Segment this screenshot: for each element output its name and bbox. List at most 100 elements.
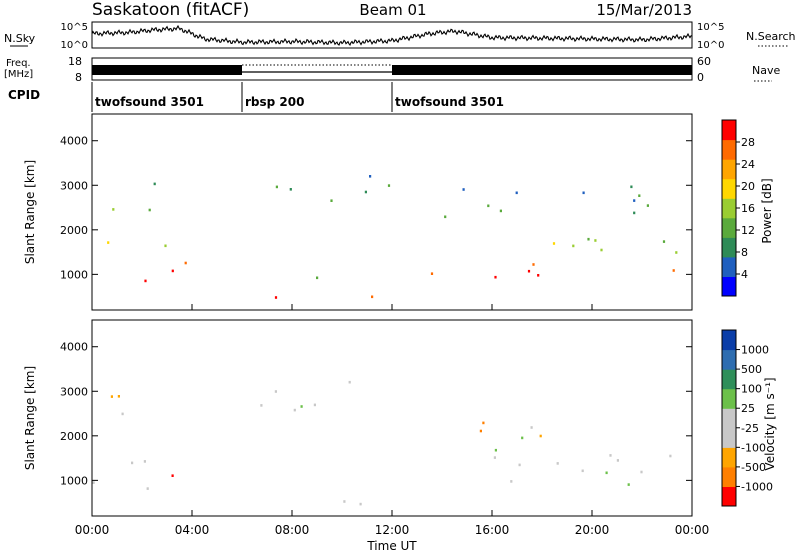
colorbar-swatch [722,388,736,409]
colorbar-tick-label: 25 [741,402,755,415]
heatmap-cell [184,261,187,265]
heatmap-cell [171,474,174,477]
heatmap-cell [143,460,146,463]
noise-sky-label: N.Sky [4,32,36,45]
heatmap-cell [110,395,113,398]
x-tick-label: 16:00 [475,523,510,537]
velocity-ylabel: Slant Range [km] [23,366,37,470]
heatmap-cell [462,188,465,191]
colorbar-tick-label: 4 [741,268,748,281]
colorbar-tick-label: 12 [741,224,755,237]
y-tick-label: 2000 [60,224,88,237]
heatmap-cell [117,395,120,398]
freq-tick-top: 18 [68,55,82,68]
colorbar-tick-label: 20 [741,180,755,193]
heatmap-cell [487,204,490,208]
heatmap-cell [330,199,333,202]
colorbar-swatch [722,237,736,258]
colorbar-tick-label: 100 [741,383,762,396]
heatmap-cell [153,182,156,186]
power-panel-frame [91,113,693,311]
heatmap-cell [300,405,303,408]
colorbar-swatch [722,447,736,468]
cpid-segments: twofsound 3501 rbsp 200 twofsound 3501 [91,82,504,112]
noise-tick-bottom: 10^0 [61,40,88,51]
noise-right-tick-top: 10^5 [697,22,724,33]
heatmap-cell [482,421,485,425]
nave-label: Nave [752,64,780,77]
colorbar-swatch [722,349,736,370]
colorbar-swatch [722,330,736,351]
velocity-colorbar: 1000 500 100 25 -25 -100 -500 -1000 [721,329,773,507]
colorbar-swatch [722,256,736,277]
heatmap-cell [537,274,540,277]
nave-tick-top: 60 [697,55,711,68]
y-tick-label: 3000 [60,385,88,398]
heatmap-cell [359,502,362,506]
colorbar-swatch [722,408,736,429]
noise-sky-line [91,24,693,47]
heatmap-cell [348,380,351,384]
colorbar-swatch [722,466,736,487]
x-tick-label: 08:00 [275,523,310,537]
y-tick-label: 3000 [60,179,88,192]
nave-tick-bottom: 0 [697,71,704,84]
noise-panel-frame [91,21,693,49]
heatmap-cell [494,448,497,452]
velocity-yaxis: 1000 2000 3000 4000 [60,341,692,487]
velocity-heatmap [92,380,672,506]
cpid-segment-label: twofsound 3501 [395,95,504,109]
heatmap-cell [131,461,134,465]
colorbar-swatch [722,120,736,141]
colorbar-tick-label: -1000 [741,480,773,493]
heatmap-cell [371,295,374,299]
heatmap-cell [144,279,147,283]
colorbar-swatch [722,217,736,238]
heatmap-cell [594,239,597,242]
heatmap-cell [515,191,518,195]
heatmap-cell [672,269,675,272]
time-axis-label: Time UT [366,539,417,553]
heatmap-cell [532,263,535,266]
colorbar-tick-label: 24 [741,158,755,171]
heatmap-cell [293,408,296,412]
heatmap-cell [316,276,319,280]
noise-tick-top: 10^5 [61,22,88,33]
freq-tick-bottom: 8 [75,71,82,84]
power-ylabel: Slant Range [km] [23,160,37,264]
heatmap-cell [92,481,95,484]
station-title: Saskatoon (fitACF) [92,0,249,20]
heatmap-cell [444,215,447,219]
colorbar-swatch [722,486,736,507]
colorbar-swatch [722,159,736,180]
heatmap-cell [609,454,612,457]
colorbar-swatch [722,276,736,297]
heatmap-cell [494,275,497,279]
x-tick-label: 04:00 [175,523,210,537]
heatmap-cell [675,251,678,254]
heatmap-cell [600,248,603,252]
heatmap-cell [364,190,367,194]
heatmap-cell [430,272,434,275]
beam-label: Beam 01 [359,1,426,19]
colorbar-tick-label: -100 [741,441,766,454]
colorbar-tick-label: -25 [741,422,759,435]
colorbar-tick-label: 28 [741,136,755,149]
colorbar-swatch [722,369,736,390]
colorbar-tick-label: 1000 [741,344,769,357]
heatmap-cell [521,436,524,440]
heatmap-cell [313,403,316,407]
heatmap-cell [530,426,533,429]
heatmap-cell [369,175,372,178]
colorbar-tick-label: 16 [741,202,755,215]
freq-band-segment [92,65,242,75]
heatmap-cell [646,204,649,207]
cpid-segment-label: twofsound 3501 [95,95,204,109]
power-heatmap [107,175,678,299]
y-tick-label: 1000 [60,268,88,281]
velocity-colorbar-label: Velocity [m s⁻¹] [763,377,777,470]
colorbar-tick-label: -500 [741,461,766,474]
heatmap-cell [121,412,124,416]
heatmap-cell [387,184,391,187]
